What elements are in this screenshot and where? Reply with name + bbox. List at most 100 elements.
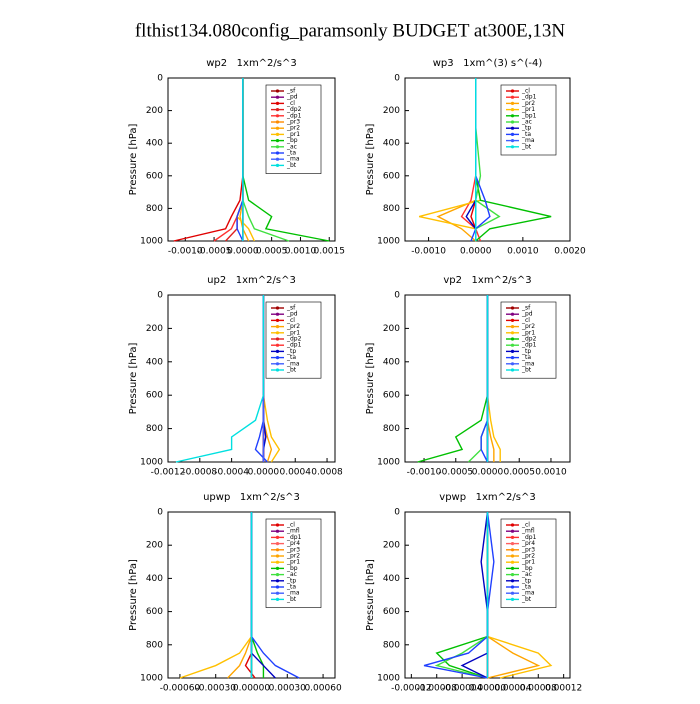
- figure-title: flthist134.080config_paramsonly BUDGET a…: [135, 20, 566, 41]
- legend-marker: [275, 151, 280, 155]
- x-tick-label: -0.0008: [182, 468, 217, 478]
- legend-marker: [510, 337, 515, 341]
- x-tick-label: 0.0010: [507, 247, 539, 257]
- y-tick-label: 600: [146, 391, 163, 401]
- legend-marker: [275, 157, 280, 161]
- legend-marker: [510, 325, 515, 329]
- y-tick-label: 600: [383, 607, 400, 617]
- legend-label: _pr3: [521, 546, 535, 553]
- x-tick-label: -0.00008: [416, 684, 457, 694]
- y-tick-label: 1000: [140, 458, 163, 468]
- x-tick-label: -0.00004: [442, 684, 483, 694]
- panel-title: vpwp 1xm^2/s^3: [439, 492, 535, 503]
- legend-marker: [275, 548, 280, 552]
- legend-marker: [510, 573, 515, 577]
- y-tick-label: 0: [394, 508, 400, 518]
- legend-marker: [275, 139, 280, 143]
- legend-label: _dp1: [286, 112, 302, 119]
- series-line: [244, 512, 256, 679]
- y-tick-label: 1000: [377, 674, 400, 684]
- plot-frame: [404, 77, 571, 242]
- series-line: [213, 78, 244, 242]
- legend-label: _pd: [286, 311, 298, 318]
- legend-label: _bp1: [521, 112, 537, 119]
- legend-marker: [275, 560, 280, 564]
- legend-marker: [275, 114, 280, 118]
- x-tick-label: 0.00012: [545, 684, 582, 694]
- y-tick-label: 800: [146, 204, 163, 214]
- series-line: [175, 295, 265, 463]
- legend-label: _tp: [521, 577, 531, 584]
- y-tick-label: 200: [383, 106, 400, 116]
- series-line: [436, 78, 477, 242]
- legend-marker: [510, 535, 515, 540]
- x-tick-label: -0.0010: [411, 247, 446, 257]
- series-line: [480, 295, 489, 463]
- x-tick-label: 0.0005: [503, 468, 535, 478]
- x-tick-label: 0.0020: [554, 247, 586, 257]
- legend-label: _dp2: [521, 336, 537, 343]
- legend-marker: [510, 132, 515, 136]
- legend-label: _pr1: [521, 329, 535, 336]
- y-axis-label: Pressure [hPa]: [365, 559, 376, 631]
- series-line: [239, 78, 250, 242]
- y-tick-label: 0: [157, 508, 163, 518]
- legend-marker: [510, 362, 515, 366]
- legend-marker: [275, 529, 280, 533]
- y-tick-label: 600: [146, 171, 163, 181]
- legend-label: _bt: [521, 367, 532, 374]
- legend-marker: [275, 579, 280, 583]
- y-tick-label: 400: [383, 139, 400, 149]
- panel-title: wp3 1xm^(3) s^(-4): [433, 58, 543, 69]
- legend-marker: [275, 542, 280, 546]
- legend-label: _ta: [286, 354, 296, 361]
- legend-label: _ta: [521, 354, 531, 361]
- x-tick-label: 0.0008: [311, 468, 343, 478]
- legend-label: _cl: [286, 522, 295, 529]
- legend-marker: [275, 597, 280, 602]
- legend-label: _pr1: [286, 329, 300, 336]
- legend-label: _cl: [521, 88, 530, 95]
- legend-marker: [510, 523, 515, 527]
- series-line: [474, 78, 501, 241]
- y-tick-label: 0: [157, 291, 163, 301]
- legend-marker: [510, 566, 515, 571]
- legend-marker: [275, 523, 280, 527]
- x-tick-label: -0.0010: [168, 247, 203, 257]
- legend-label: _pr2: [286, 323, 300, 330]
- legend-marker: [275, 343, 280, 347]
- legend-label: _pd: [521, 311, 533, 318]
- legend-marker: [275, 554, 280, 558]
- y-tick-label: 1000: [140, 237, 163, 247]
- legend-marker: [275, 101, 280, 105]
- y-tick-label: 200: [146, 106, 163, 116]
- legend-label: _sf: [286, 88, 296, 95]
- legend-marker: [510, 101, 515, 105]
- legend-marker: [510, 542, 515, 546]
- x-tick-label: -0.00012: [391, 684, 431, 694]
- y-tick-label: 800: [383, 204, 400, 214]
- legend-label: _ac: [521, 119, 532, 126]
- legend-label: _ta: [521, 584, 531, 591]
- legend-marker: [275, 362, 280, 366]
- legend-marker: [275, 337, 280, 341]
- legend-label: _cl: [286, 317, 295, 324]
- legend-marker: [275, 89, 280, 93]
- x-tick-label: -0.0005: [197, 247, 232, 257]
- y-tick-label: 0: [157, 74, 163, 84]
- legend-marker: [510, 306, 515, 310]
- legend-label: _ma: [286, 360, 300, 367]
- legend-label: _cl: [521, 522, 530, 529]
- x-tick-label: 0.0005: [256, 247, 288, 257]
- legend-label: _ac: [286, 571, 297, 578]
- series-line: [423, 511, 495, 679]
- legend-marker: [510, 349, 515, 353]
- legend-marker: [275, 535, 280, 540]
- y-axis-label: Pressure [hPa]: [128, 559, 139, 631]
- legend-marker: [275, 312, 280, 316]
- legend-label: _sf: [521, 305, 531, 312]
- legend-marker: [275, 573, 280, 577]
- legend-label: _bt: [286, 367, 297, 374]
- legend-marker: [510, 89, 515, 93]
